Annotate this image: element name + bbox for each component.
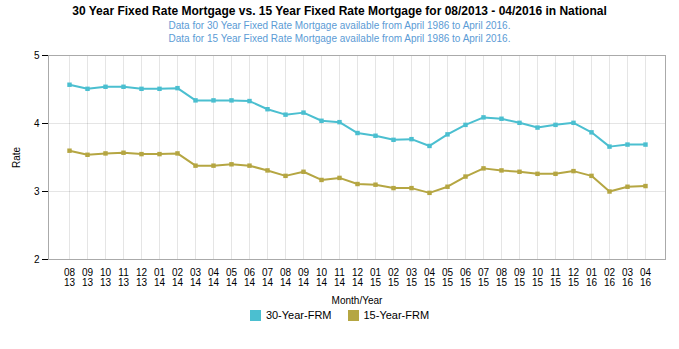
html-text:Data for 30 Year Fixed Rate Mo: Data for 30 Year Fixed Rate Mortgage ava… [168,20,511,31]
svg-text:0214: 0214 [172,267,184,288]
svg-text:0615: 0615 [460,267,472,288]
html-text:30 Year Fixed Rate Mortgage vs: 30 Year Fixed Rate Mortgage vs. 15 Year … [72,4,607,18]
svg-text:0415: 0415 [424,267,436,288]
svg-text:0316: 0316 [622,267,634,288]
html-text:15-Year-FRM: 15-Year-FRM [363,309,430,321]
svg-text:1114: 1114 [334,267,346,288]
svg-text:0915: 0915 [514,267,526,288]
svg-text:3: 3 [34,186,40,197]
svg-text:1213: 1213 [136,267,148,288]
svg-text:0913: 0913 [82,267,94,288]
svg-text:0515: 0515 [442,267,454,288]
svg-text:5: 5 [34,50,40,61]
svg-text:0314: 0314 [190,267,202,288]
svg-text:0514: 0514 [226,267,238,288]
svg-text:0914: 0914 [298,267,310,288]
svg-text:0813: 0813 [64,267,76,288]
svg-text:1214: 1214 [352,267,364,288]
svg-text:1115: 1115 [550,267,562,288]
svg-text:0416: 0416 [640,267,652,288]
svg-text:0715: 0715 [478,267,490,288]
html-text:30-Year-FRM: 30-Year-FRM [265,309,332,321]
svg-text:1215: 1215 [568,267,580,288]
svg-text:0114: 0114 [154,267,166,288]
svg-text:0815: 0815 [496,267,508,288]
svg-text:0216: 0216 [604,267,616,288]
svg-text:0614: 0614 [244,267,256,288]
html-text:Data for 15 Year Fixed Rate Mo: Data for 15 Year Fixed Rate Mortgage ava… [168,33,511,44]
svg-text:0315: 0315 [406,267,418,288]
svg-text:0115: 0115 [370,267,382,288]
svg-text:Month/Year: Month/Year [332,295,383,306]
svg-text:1014: 1014 [316,267,328,288]
svg-text:0714: 0714 [262,267,274,288]
svg-text:0814: 0814 [280,267,292,288]
svg-text:1113: 1113 [118,267,130,288]
svg-text:1013: 1013 [100,267,112,288]
svg-text:2: 2 [34,254,40,265]
svg-text:0116: 0116 [586,267,598,288]
svg-text:4: 4 [34,118,40,129]
svg-text:1015: 1015 [532,267,544,288]
svg-text:Rate: Rate [11,147,22,169]
svg-text:0414: 0414 [208,267,220,288]
svg-text:0215: 0215 [388,267,400,288]
